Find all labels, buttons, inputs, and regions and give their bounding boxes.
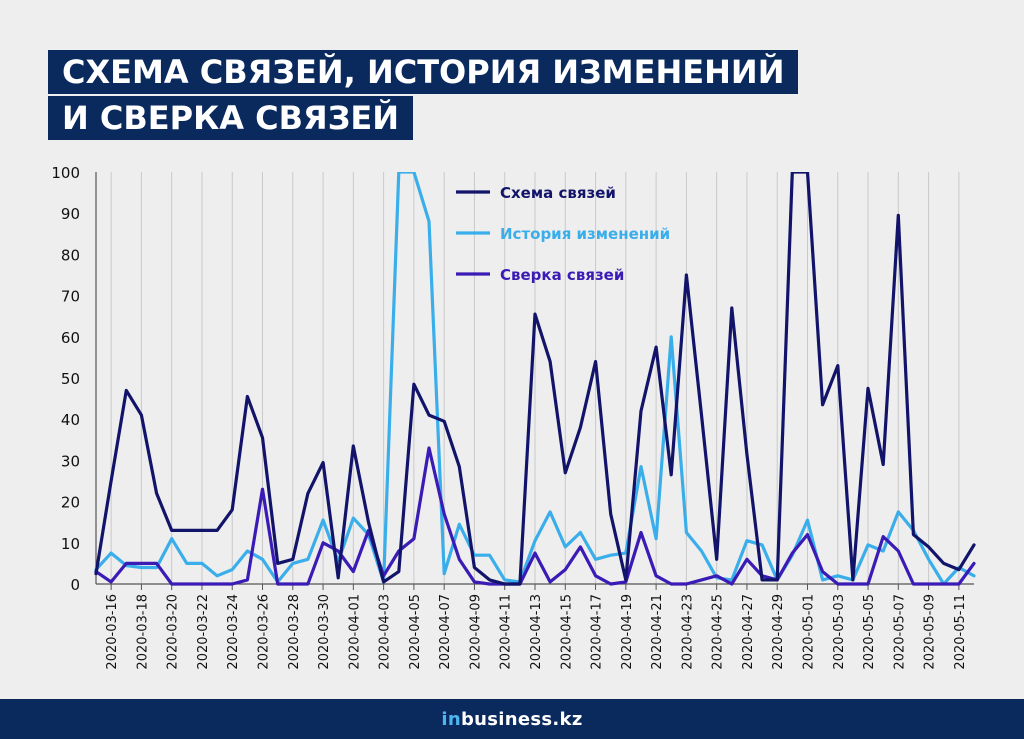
x-tick-label: 2020-05-09 bbox=[923, 594, 938, 670]
chart-title-line-2: И СВЕРКА СВЯЗЕЙ bbox=[48, 96, 414, 140]
x-tick-label: 2020-04-27 bbox=[741, 594, 756, 670]
x-tick-label: 2020-04-21 bbox=[650, 594, 665, 670]
legend: Схема связей История изменений Сверка связ… bbox=[456, 184, 670, 284]
x-tick-label: 2020-04-05 bbox=[408, 594, 423, 670]
x-tick-label: 2020-04-23 bbox=[680, 594, 695, 670]
x-tick-label: 2020-05-05 bbox=[862, 594, 877, 670]
x-tick-label: 2020-03-22 bbox=[196, 594, 211, 670]
x-tick-label: 2020-03-30 bbox=[317, 594, 332, 670]
x-tick-label: 2020-03-20 bbox=[166, 594, 181, 670]
logo-prefix: in bbox=[441, 708, 461, 730]
axis-layer: 0 10 20 30 40 50 60 70 80 90 100 2020-03-16 2020-03-… bbox=[51, 164, 974, 670]
site-logo[interactable]: inbusiness.kz bbox=[441, 709, 582, 730]
legend-label: Схема связей bbox=[500, 184, 616, 202]
x-tick-label: 2020-04-29 bbox=[771, 594, 786, 670]
y-tick-label: 90 bbox=[61, 205, 80, 223]
x-tick-label: 2020-05-11 bbox=[953, 594, 968, 670]
x-tick-label: 2020-03-16 bbox=[105, 594, 120, 670]
x-tick-label: 2020-03-28 bbox=[287, 594, 302, 670]
y-tick-label: 50 bbox=[61, 370, 80, 388]
chart-title-line-1: СХЕМА СВЯЗЕЙ, ИСТОРИЯ ИЗМЕНЕНИЙ bbox=[48, 50, 799, 94]
y-tick-label: 70 bbox=[61, 288, 80, 306]
series-layer bbox=[94, 172, 976, 586]
logo-rest: business.kz bbox=[460, 708, 583, 730]
legend-label: История изменений bbox=[500, 225, 670, 243]
series-line-1 bbox=[94, 172, 976, 586]
series-line-0 bbox=[94, 172, 976, 586]
legend-label: Сверка связей bbox=[500, 266, 624, 284]
x-tick-label: 2020-04-01 bbox=[347, 594, 362, 670]
x-tick-label: 2020-04-11 bbox=[499, 594, 514, 670]
y-tick-label: 100 bbox=[51, 164, 80, 182]
x-tick-label: 2020-03-18 bbox=[135, 594, 150, 670]
series-line-2 bbox=[94, 446, 976, 586]
x-tick-label: 2020-04-15 bbox=[559, 594, 574, 670]
x-tick-label: 2020-03-24 bbox=[226, 594, 241, 670]
x-tick-label: 2020-04-07 bbox=[438, 594, 453, 670]
x-tick-label: 2020-05-03 bbox=[832, 594, 847, 670]
y-tick-label: 0 bbox=[70, 576, 80, 594]
y-tick-label: 60 bbox=[61, 329, 80, 347]
x-tick-label: 2020-04-03 bbox=[378, 594, 393, 670]
x-tick-label: 2020-04-13 bbox=[529, 594, 544, 670]
y-tick-label: 20 bbox=[61, 494, 80, 512]
x-tick-label: 2020-03-26 bbox=[257, 594, 272, 670]
footer-bar: inbusiness.kz bbox=[0, 699, 1024, 739]
x-tick-label: 2020-04-19 bbox=[620, 594, 635, 670]
x-tick-label: 2020-04-17 bbox=[590, 594, 605, 670]
y-tick-label: 80 bbox=[61, 246, 80, 264]
line-chart: 0 10 20 30 40 50 60 70 80 90 100 2020-03-16 2020-03-… bbox=[51, 164, 976, 670]
y-tick-label: 10 bbox=[61, 535, 80, 553]
x-tick-label: 2020-05-01 bbox=[801, 594, 816, 670]
x-tick-label: 2020-05-07 bbox=[892, 594, 907, 670]
x-tick-label: 2020-04-25 bbox=[711, 594, 726, 670]
x-tick-label: 2020-04-09 bbox=[468, 594, 483, 670]
y-tick-label: 40 bbox=[61, 411, 80, 429]
y-tick-label: 30 bbox=[61, 452, 80, 470]
